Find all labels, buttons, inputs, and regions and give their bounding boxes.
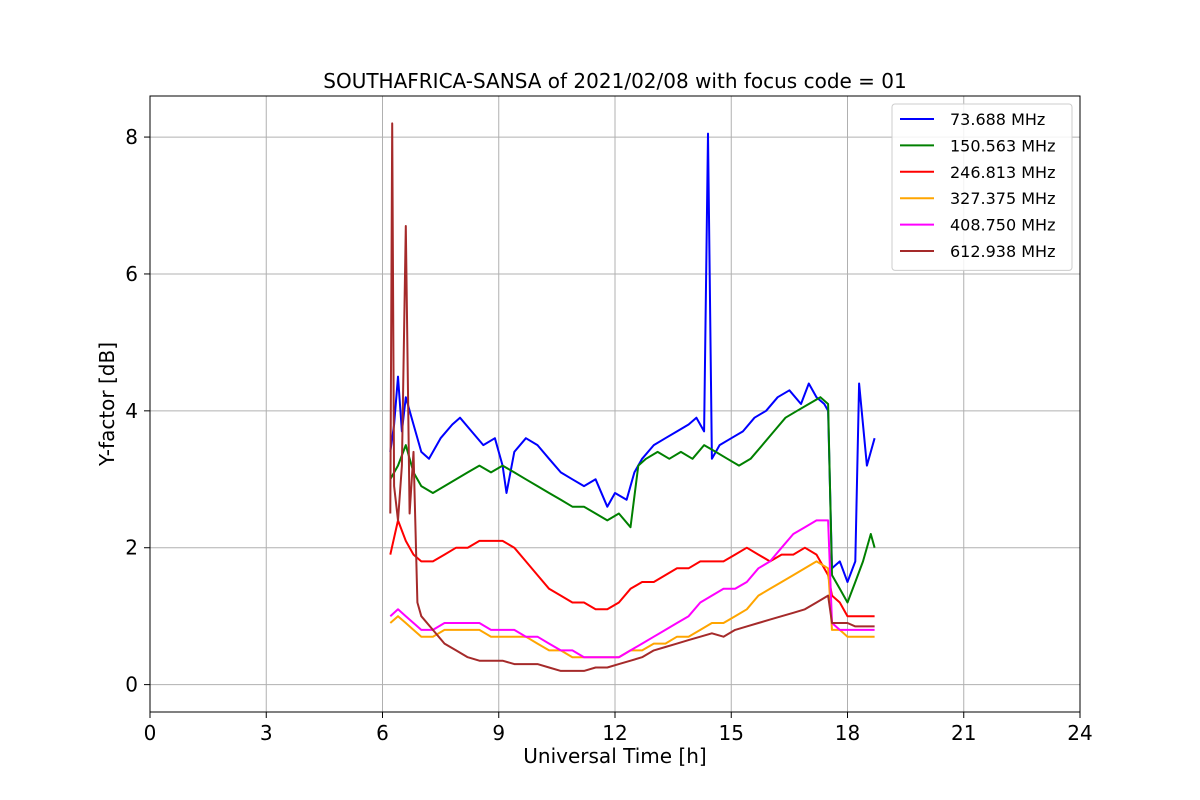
series-line-6 [389,122,875,672]
legend-label: 73.688 MHz [950,110,1045,129]
series-line-3 [389,519,875,618]
series-line-2 [389,396,876,604]
x-tick-label: 12 [602,721,627,745]
x-tick-label: 9 [492,721,505,745]
x-tick-label: 0 [144,721,157,745]
y-tick-label: 0 [125,673,138,697]
legend-box [891,103,1073,271]
series-line-5 [389,519,875,659]
legend: 73.688 MHz 150.563 MHz 246.813 MHz 327.375 … [891,103,1073,271]
y-tick-label: 2 [125,536,138,560]
x-tick-label: 18 [835,721,860,745]
x-tick-label: 24 [1067,721,1092,745]
y-tick-label: 4 [125,399,138,423]
legend-label: 327.375 MHz [950,189,1055,208]
x-tick-label: 3 [260,721,273,745]
y-axis-label: Y-factor [dB] [95,342,119,467]
legend-label: 246.813 MHz [950,163,1055,182]
x-tick-label: 15 [719,721,744,745]
legend-label: 408.750 MHz [950,216,1055,235]
legend-label: 612.938 MHz [950,242,1055,261]
x-axis-label: Universal Time [h] [523,744,706,768]
x-tick-label: 21 [951,721,976,745]
x-tick-label: 6 [376,721,389,745]
chart-title: SOUTHAFRICA-SANSA of 2021/02/08 with foc… [323,69,907,93]
y-tick-label: 6 [125,262,138,286]
legend-label: 150.563 MHz [950,136,1055,155]
y-tick-label: 8 [125,125,138,149]
series-line-4 [389,560,875,659]
series-layer [389,122,876,672]
